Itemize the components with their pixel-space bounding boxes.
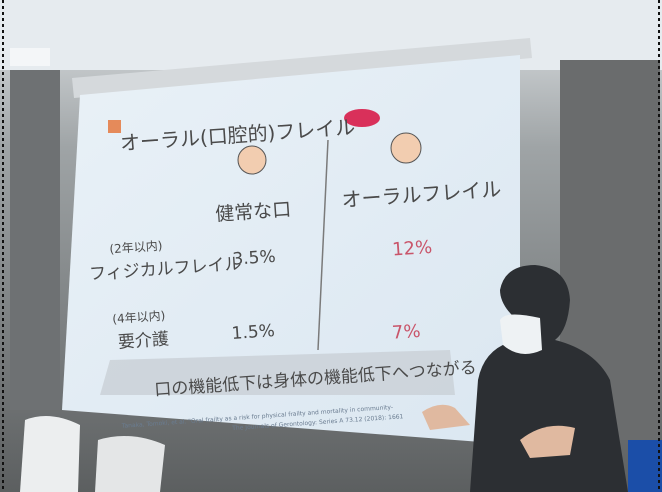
cell-value: 1.5% (231, 321, 275, 344)
monitor (628, 440, 662, 492)
healthy-face-icon (238, 146, 266, 174)
frail-face-icon (391, 133, 421, 163)
photo: オーラル(口腔的)フレイル 健常な口 オーラルフレイル (2年以内) フィジカル… (0, 0, 662, 492)
curtain (10, 70, 60, 410)
row-label: 要介護 (117, 329, 169, 353)
cell-value: 7% (391, 321, 421, 344)
ceiling-light (10, 48, 50, 66)
cell-value: 3.5% (232, 247, 276, 270)
cell-value: 12% (391, 237, 432, 261)
chair (20, 416, 80, 492)
chair (95, 436, 165, 492)
